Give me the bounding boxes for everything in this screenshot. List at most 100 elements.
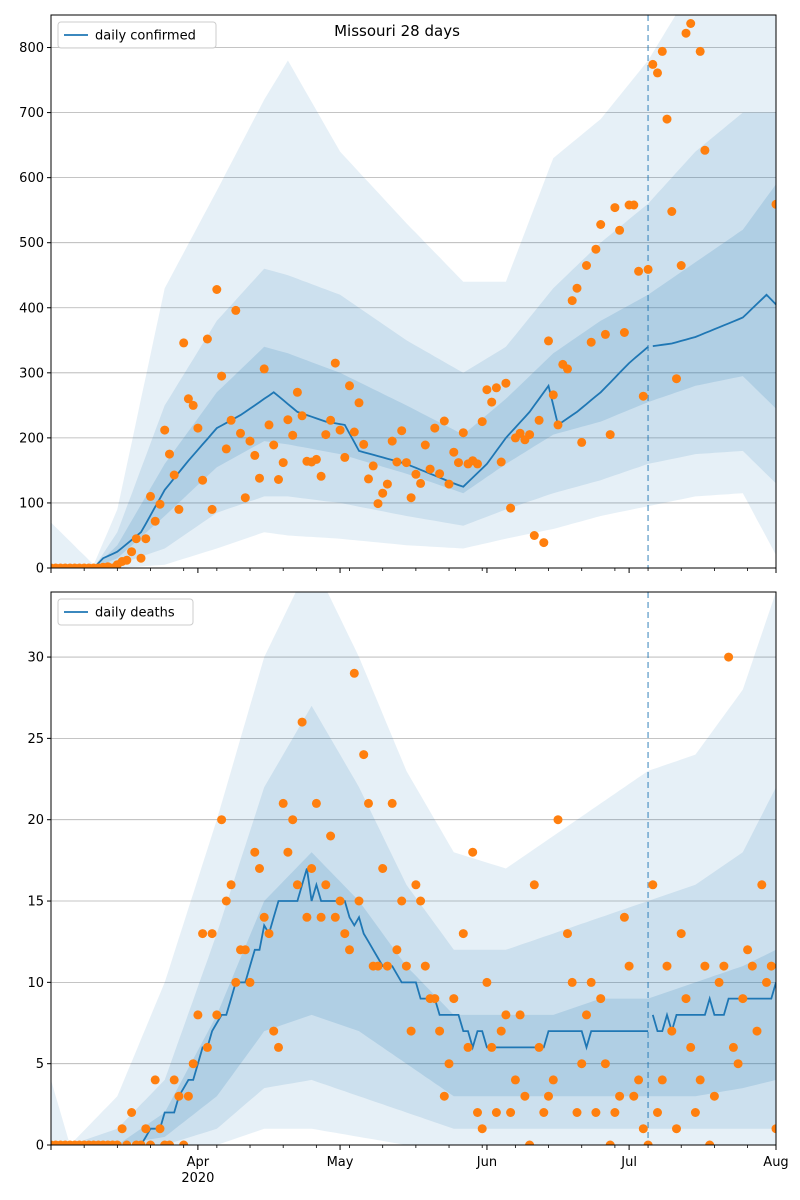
data-point bbox=[283, 847, 293, 857]
data-point bbox=[762, 977, 771, 987]
data-point bbox=[695, 46, 705, 56]
data-point bbox=[610, 203, 620, 213]
data-point bbox=[449, 447, 459, 457]
data-point bbox=[340, 929, 350, 939]
data-point bbox=[122, 1140, 132, 1145]
data-point bbox=[259, 912, 269, 922]
data-point bbox=[430, 994, 440, 1004]
data-point bbox=[397, 426, 407, 436]
data-point bbox=[207, 504, 217, 514]
data-point bbox=[411, 880, 421, 890]
plot-frame bbox=[50, 14, 777, 569]
data-point bbox=[681, 28, 691, 38]
data-point bbox=[548, 1075, 558, 1085]
y-tick-label: 700 bbox=[19, 106, 44, 121]
data-point bbox=[771, 199, 776, 209]
data-point bbox=[311, 798, 321, 808]
data-point bbox=[392, 457, 402, 467]
data-point bbox=[188, 1059, 198, 1069]
data-point bbox=[345, 945, 354, 955]
data-point bbox=[577, 437, 587, 447]
data-point bbox=[141, 534, 151, 544]
data-point bbox=[529, 531, 539, 540]
y-tick-label: 100 bbox=[19, 496, 44, 511]
y-tick-label: 20 bbox=[27, 813, 44, 828]
data-point bbox=[207, 929, 217, 939]
data-point bbox=[700, 961, 710, 971]
data-point bbox=[510, 1075, 520, 1085]
data-point bbox=[150, 1075, 160, 1085]
data-point bbox=[155, 499, 165, 509]
data-point bbox=[638, 391, 648, 401]
data-point bbox=[250, 847, 260, 857]
data-point bbox=[392, 945, 402, 955]
data-point bbox=[667, 207, 677, 216]
data-point bbox=[236, 428, 245, 438]
data-point bbox=[600, 329, 610, 339]
data-point bbox=[449, 994, 459, 1004]
data-point bbox=[359, 439, 369, 449]
data-point bbox=[387, 798, 397, 808]
data-point bbox=[202, 1042, 212, 1052]
data-point bbox=[534, 415, 544, 425]
data-point bbox=[487, 397, 497, 407]
data-point bbox=[491, 1108, 501, 1117]
data-point bbox=[487, 1042, 497, 1052]
data-point bbox=[155, 1124, 165, 1134]
data-point bbox=[690, 1108, 700, 1117]
data-point bbox=[335, 425, 345, 435]
data-point bbox=[269, 1026, 279, 1036]
data-point bbox=[501, 378, 511, 388]
data-point bbox=[169, 1075, 179, 1085]
legend-label: daily deaths bbox=[95, 606, 175, 621]
data-point bbox=[591, 244, 601, 254]
y-tick-label: 10 bbox=[27, 976, 44, 991]
data-point bbox=[340, 452, 350, 462]
data-point bbox=[378, 864, 388, 873]
band-inner bbox=[51, 184, 776, 568]
data-point bbox=[127, 547, 137, 557]
data-point bbox=[193, 1010, 203, 1020]
y-tick-label: 600 bbox=[19, 171, 44, 186]
data-point bbox=[719, 961, 729, 971]
data-point bbox=[212, 285, 222, 294]
data-point bbox=[714, 977, 724, 987]
data-point bbox=[463, 1042, 473, 1052]
data-point bbox=[240, 945, 250, 955]
y-tick-label: 500 bbox=[19, 236, 44, 251]
data-point bbox=[577, 1059, 587, 1069]
data-point bbox=[473, 1108, 482, 1117]
data-point bbox=[586, 977, 596, 987]
data-point bbox=[596, 220, 606, 229]
data-point bbox=[672, 1124, 681, 1134]
data-point bbox=[330, 358, 340, 368]
data-point bbox=[709, 1091, 719, 1101]
data-point bbox=[771, 1124, 776, 1134]
data-point bbox=[534, 1042, 544, 1052]
data-point bbox=[662, 114, 672, 124]
data-point bbox=[600, 1059, 610, 1069]
data-point bbox=[586, 337, 596, 347]
x-tick-label: 2020 bbox=[181, 1171, 214, 1186]
data-point bbox=[563, 364, 572, 374]
data-point bbox=[316, 912, 326, 922]
data-point bbox=[250, 450, 260, 460]
data-point bbox=[255, 473, 264, 483]
data-point bbox=[624, 961, 634, 971]
data-point bbox=[515, 1010, 525, 1020]
data-point bbox=[387, 436, 397, 446]
x-tick-label: May bbox=[327, 1155, 354, 1170]
data-point bbox=[349, 668, 359, 678]
data-point bbox=[724, 652, 734, 662]
data-point bbox=[544, 1091, 553, 1101]
data-point bbox=[183, 394, 193, 404]
data-point bbox=[539, 1108, 549, 1117]
legend: daily deaths bbox=[57, 598, 194, 626]
data-point bbox=[743, 945, 753, 955]
data-point bbox=[198, 475, 208, 485]
data-point bbox=[359, 750, 369, 760]
data-point bbox=[382, 961, 392, 971]
data-point bbox=[169, 470, 179, 480]
data-point bbox=[165, 1140, 174, 1145]
